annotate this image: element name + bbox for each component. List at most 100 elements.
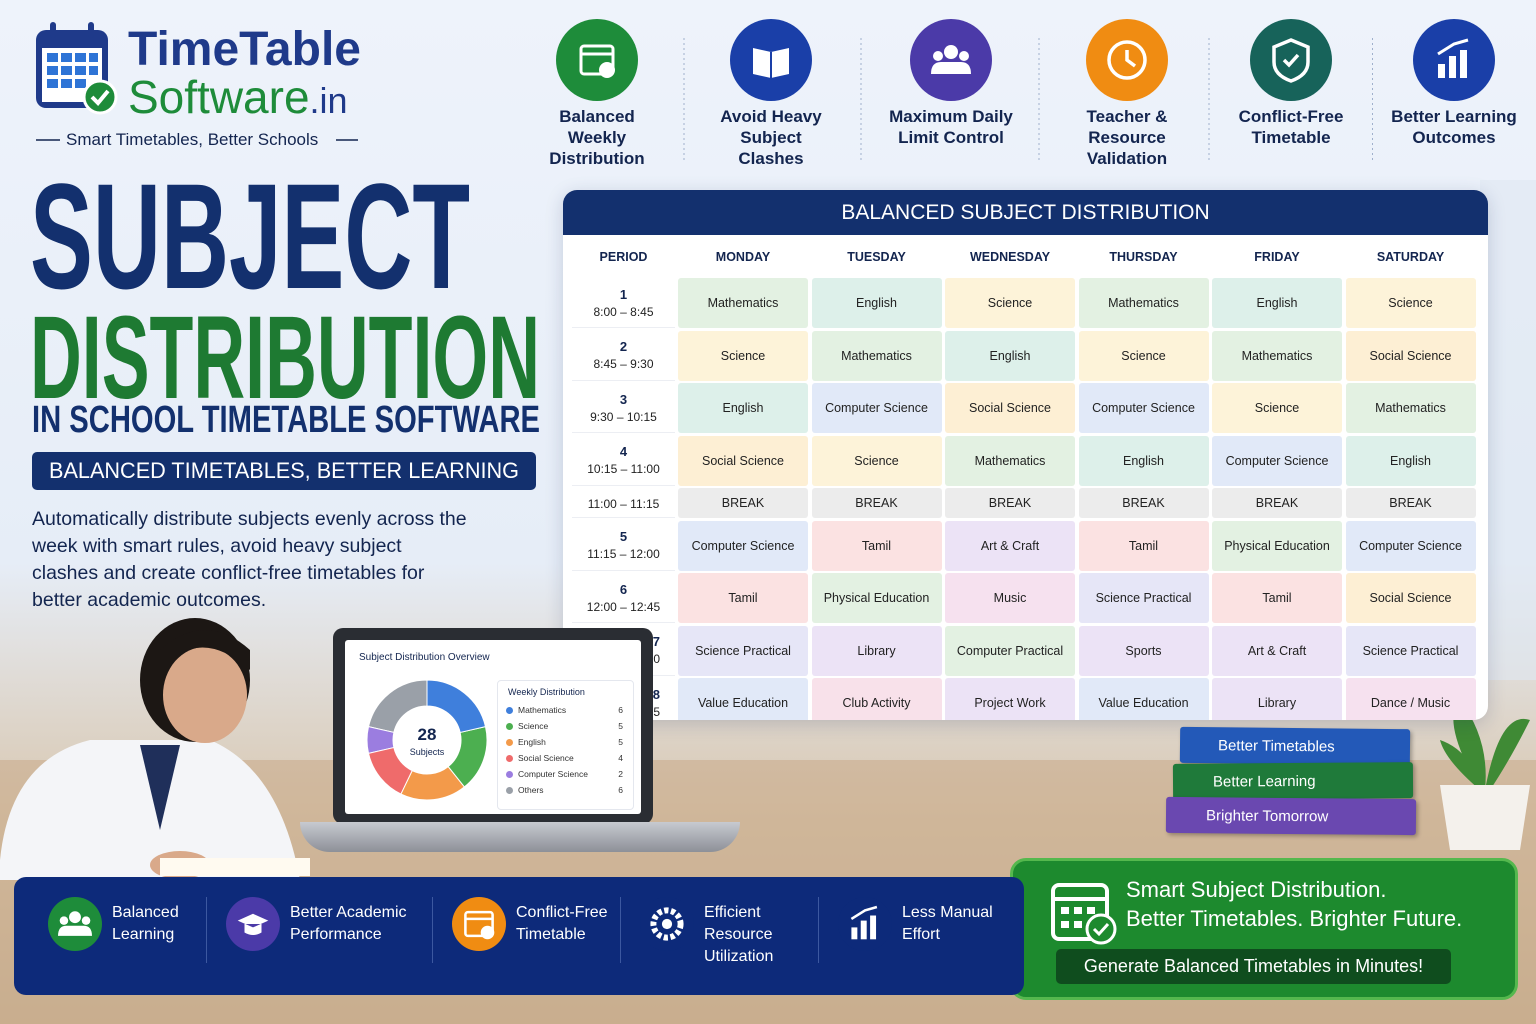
subject-cell: Science bbox=[1078, 330, 1209, 381]
subject-cell: Mathematics bbox=[945, 435, 1075, 486]
column-header: MONDAY bbox=[715, 250, 771, 264]
legend-swatch bbox=[506, 723, 513, 730]
bottom-separator bbox=[620, 897, 621, 963]
period-time: 12:00 – 12:45 bbox=[586, 599, 661, 614]
logo-icon bbox=[36, 22, 118, 115]
laptop-screen: Subject Distribution Overview 28 Subject… bbox=[345, 640, 641, 814]
subject-cell: Library bbox=[1212, 678, 1342, 720]
feature-icon bbox=[1250, 19, 1332, 101]
subject-cell: Library bbox=[811, 625, 942, 676]
cta-line: Better Timetables. Brighter Future. bbox=[1126, 906, 1463, 931]
hero-title: DISTRIBUTION bbox=[30, 292, 540, 424]
subject-cell: Social Science bbox=[1345, 330, 1476, 381]
subject-cell: Mathematics bbox=[1212, 330, 1342, 381]
legend-swatch bbox=[506, 707, 513, 714]
feature-label: Better Learning Outcomes bbox=[1391, 107, 1517, 147]
donut-chart: 28 Subjects bbox=[366, 679, 488, 801]
donut-segment bbox=[447, 726, 488, 788]
legend-swatch bbox=[506, 771, 513, 778]
hero-title: SUBJECT bbox=[30, 152, 470, 320]
feature-label: Teacher & Resource Validation bbox=[1086, 107, 1168, 168]
donut-segment bbox=[400, 765, 466, 801]
subject-cell: Sports bbox=[1078, 625, 1209, 676]
subject-cell: Dance / Music bbox=[1345, 678, 1476, 720]
book: Better Timetables bbox=[1179, 726, 1411, 766]
legend-label: Others bbox=[518, 785, 544, 795]
subject-cell: Computer Science bbox=[678, 520, 808, 571]
subject-cell: Value Education bbox=[1078, 678, 1209, 720]
subject-cell: Tamil bbox=[811, 520, 942, 571]
hero-description: Automatically distribute subjects evenly… bbox=[32, 508, 467, 611]
period-time: 9:30 – 10:15 bbox=[590, 409, 657, 424]
subject-cell: Computer Practical bbox=[945, 625, 1075, 676]
subject-cell: Computer Science bbox=[811, 383, 942, 433]
subject-cell: Tamil bbox=[1212, 573, 1342, 623]
subject-cell: English bbox=[945, 330, 1075, 381]
bottom-label: Less Manual Effort bbox=[902, 904, 993, 943]
logo-suffix: .in bbox=[309, 80, 348, 121]
bottom-separator bbox=[818, 897, 819, 963]
subject-cell: Music bbox=[945, 573, 1075, 623]
logo-line2: Software.in bbox=[128, 72, 348, 126]
subject-cell: Social Science bbox=[1345, 573, 1476, 623]
subject-cell: Social Science bbox=[678, 435, 808, 486]
logo-word: Software bbox=[128, 71, 310, 123]
period-number: 6 bbox=[619, 581, 628, 597]
bottom-separator bbox=[432, 897, 433, 963]
break-cell: BREAK bbox=[1078, 488, 1209, 518]
screen-title: Subject Distribution Overview bbox=[359, 652, 490, 663]
plant bbox=[1440, 700, 1530, 850]
feature-label: Conflict-Free Timetable bbox=[1238, 107, 1344, 147]
period-number: 4 bbox=[619, 444, 628, 459]
legend-value: 6 bbox=[618, 705, 623, 715]
legend-value: 2 bbox=[618, 769, 623, 779]
bottom-label: Better Academic Performance bbox=[290, 904, 407, 943]
feature-label: Maximum Daily Limit Control bbox=[889, 107, 1013, 147]
subject-cell: Science bbox=[678, 330, 808, 381]
period-number: 5 bbox=[619, 529, 628, 544]
period-time: 8:45 – 9:30 bbox=[593, 357, 654, 371]
period-number: 1 bbox=[619, 286, 628, 302]
feature-glyph bbox=[579, 44, 615, 78]
subject-cell: English bbox=[1345, 435, 1476, 486]
cta-button[interactable]: Generate Balanced Timetables in Minutes! bbox=[1056, 949, 1451, 984]
subject-cell: Science bbox=[1212, 383, 1342, 433]
legend-swatch bbox=[506, 755, 513, 762]
donut-center-label: Subjects bbox=[410, 747, 445, 757]
subject-cell: Science Practical bbox=[678, 625, 808, 676]
cta-line: Smart Subject Distribution. bbox=[1126, 877, 1387, 902]
laptop: Subject Distribution Overview 28 Subject… bbox=[333, 628, 653, 824]
period-time: 11:15 – 12:00 bbox=[587, 547, 660, 561]
subject-cell: Mathematics bbox=[1345, 383, 1476, 433]
break-cell: BREAK bbox=[811, 488, 942, 518]
book: Brighter Tomorrow bbox=[1165, 796, 1417, 836]
feature-label: Balanced Weekly Distribution bbox=[549, 107, 645, 168]
column-header: TUESDAY bbox=[847, 250, 906, 264]
column-header: PERIOD bbox=[599, 250, 648, 264]
period-time: 11:00 – 11:15 bbox=[587, 497, 660, 511]
subject-cell: Science Practical bbox=[1345, 625, 1476, 676]
period-cell: 2 8:45 – 9:30 bbox=[572, 331, 675, 381]
period-number: 7 bbox=[652, 634, 660, 649]
badge bbox=[32, 452, 536, 490]
break-cell: BREAK bbox=[678, 488, 808, 518]
donut-segment bbox=[426, 679, 487, 734]
feature-glyph bbox=[1272, 38, 1310, 83]
feature-icon bbox=[910, 19, 992, 101]
legend-title: Weekly Distribution bbox=[508, 687, 585, 697]
period-cell: 6 12:00 – 12:45 bbox=[572, 573, 675, 623]
subject-cell: Computer Science bbox=[1345, 520, 1476, 571]
legend-value: 6 bbox=[618, 785, 623, 795]
badge-text: BALANCED TIMETABLES, BETTER LEARNING bbox=[49, 458, 519, 483]
period-time: 10:15 – 11:00 bbox=[587, 462, 660, 476]
subject-cell: Tamil bbox=[1078, 520, 1209, 571]
feature-glyph bbox=[931, 45, 971, 74]
period-cell: 1 8:00 – 8:45 bbox=[572, 278, 675, 328]
student-illustration bbox=[0, 618, 310, 880]
break-cell: BREAK bbox=[945, 488, 1075, 518]
legend-label: Social Science bbox=[518, 753, 574, 763]
feature-glyph bbox=[1107, 40, 1147, 80]
period-cell: 5 11:15 – 12:00 bbox=[572, 521, 675, 571]
subject-cell: Tamil bbox=[678, 573, 808, 623]
subject-cell: Science bbox=[945, 278, 1075, 328]
